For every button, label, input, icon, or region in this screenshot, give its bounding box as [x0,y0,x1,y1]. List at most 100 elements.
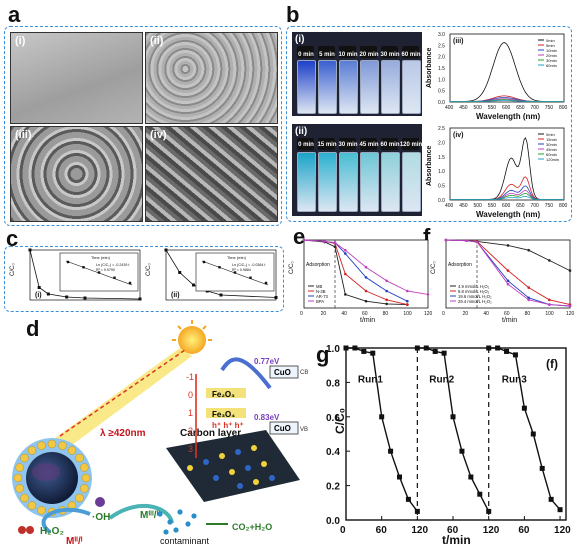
panel-c-frame [4,246,284,312]
y-tick-label: 2.5 [438,43,445,49]
x-tick-label: 80 [383,311,389,317]
y-tick-label: 2.0 [438,55,445,61]
legend-entry: 5min [546,43,555,48]
series-point [548,303,551,306]
series-point [406,299,409,303]
panel-label-e: e [293,224,306,249]
series-point [475,240,479,244]
x-tick-label: 450 [459,203,468,209]
series-point [344,248,347,252]
inset-point [233,271,237,274]
series-point [568,269,572,272]
cycle-arrow-left [41,507,91,534]
run-label: Run2 [429,374,454,385]
contaminant-molecule [185,521,191,527]
inset-point [218,266,221,269]
fe2o3-band [206,388,246,398]
vial [297,152,316,212]
chart-f: 0 20 40 60 80 100 120 t/min C/C₀ Adsorption 4.9 mm… [431,238,574,324]
x-tick-label: 40 [483,311,489,317]
series-point [385,302,388,306]
gap-083-label: 0.83eV [254,413,280,422]
chart-g: 0.0 0.2 0.4 0.6 0.8 1.0 0 60 120 60 120 60 120 t/min C… [326,344,571,547]
sem-label-iv: (iv) [150,129,167,141]
run-point [486,345,492,351]
adsorption-label: Adsorption [448,262,472,268]
energy-tick-3: 1 [188,408,193,418]
m-23-label: Mᴵᴵ/ᴵ [66,536,83,547]
vial-time-label: 0 min [298,52,314,58]
series-point [548,298,551,302]
run-point [459,448,465,454]
vial-label-i: (i) [295,34,305,45]
series-point [385,298,388,302]
series-point [527,296,530,300]
adsorption-label: Adsorption [306,262,330,268]
x-tick-label: 80 [525,311,531,317]
run-point [414,508,420,514]
x-axis-label: t/min [360,317,375,324]
panel-b-frame [286,26,572,222]
legend-entry: 4.9 mmol/L H₂O₂ [458,284,490,289]
series-point [344,272,347,276]
run-point [539,465,545,471]
legend-entry: N-3B [316,289,326,294]
shell-bead [27,501,37,510]
x-tick-label: 120 [424,311,432,317]
sheet-particle [245,465,251,471]
vial-cap [297,138,314,150]
spectrum-chart-iv: 400 450 500 550 600 650 700 750 800 0.0 0.5 1.0 1.5 2… [426,126,568,219]
sem-label-iii: (iii) [15,129,32,141]
run-point [405,496,411,502]
x-tick-label: 0 [300,311,303,317]
decay-point [46,292,50,296]
legend-entry: 120min [546,157,559,162]
legend-entry: 0min [546,38,555,43]
decay-point [192,283,195,287]
x-tick-label: 750 [545,105,554,111]
run-point [370,350,376,356]
sem-image-iv: (iv) [145,126,278,222]
cb-label: CB [300,370,308,376]
y-tick-label: 0.2 [326,482,340,493]
x-axis-label: t/min [442,533,471,547]
carbon-layer-sheet [166,430,300,502]
series-point [527,286,530,289]
vial-time-label: 30 min [338,142,358,148]
panel-label-f: f [423,224,431,249]
decay-point [65,295,69,299]
y-tick-label: 1.0 [326,344,340,355]
vial-cap [381,138,398,150]
vial-cap [360,138,377,150]
run-point [352,345,358,351]
vial-time-label: 0 min [298,142,314,148]
sem-label-i: (i) [15,35,26,47]
run-point [477,491,483,497]
vial-cap [339,46,356,58]
cuo-top-label: CuO [274,368,291,377]
series-point [506,244,510,247]
decay-point [83,296,87,300]
x-tick-label: 120 [483,525,500,536]
x-tick-label: 400 [445,105,454,111]
panel-a-frame [4,26,282,226]
series-point [364,299,368,303]
series-point [506,282,510,286]
vial-cap [360,46,377,58]
chart-c-i: C/C₀ (i) Time (min) Ln (C/C₀) = -0.2439 tR²… [10,248,142,301]
x-tick-label: 60 [376,525,388,536]
cuo-bot-box [269,421,299,435]
chart-e: 0 20 40 60 80 100 120 t/min C/C₀ Adsorption MBN-3B… [289,238,432,324]
chart-corner-label: (f) [546,357,558,371]
run-point [557,507,563,513]
series-point [333,241,337,245]
vial-cap [402,46,419,58]
y-axis-label: C/C₀ [431,261,437,274]
sheet-particle [251,445,257,451]
shell-bead [27,446,37,455]
run-point [397,474,403,480]
run-label: Run3 [502,374,527,385]
plot-frame [449,33,565,103]
fe2o3-label: Fe₂O₃ [212,390,235,399]
